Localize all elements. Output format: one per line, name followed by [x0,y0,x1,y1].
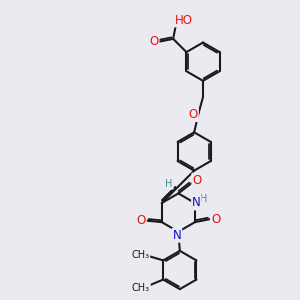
Text: HO: HO [175,14,193,26]
Text: CH₃: CH₃ [132,283,150,293]
Text: N: N [172,229,181,242]
Text: CH₃: CH₃ [131,250,149,260]
Text: N: N [192,196,201,209]
Text: O: O [211,213,220,226]
Text: O: O [136,214,146,227]
Text: H: H [166,179,173,189]
Text: O: O [192,174,202,187]
Text: H: H [200,194,207,204]
Text: O: O [149,35,159,48]
Text: O: O [189,108,198,121]
